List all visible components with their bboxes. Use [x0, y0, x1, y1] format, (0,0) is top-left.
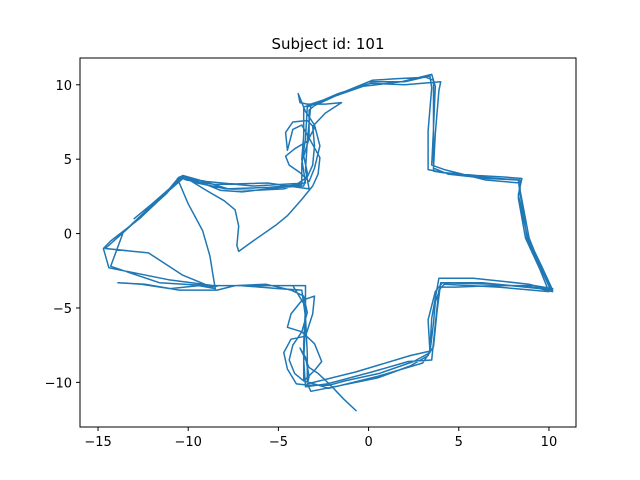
y-tick-label: 5: [64, 153, 72, 168]
y-tick-label: −10: [45, 376, 72, 391]
x-tick-label: 10: [541, 435, 558, 450]
y-tick-label: 10: [55, 79, 72, 94]
y-tick-label: 0: [64, 228, 72, 243]
x-tick-label: −10: [174, 435, 201, 450]
y-tick-label: −5: [53, 302, 72, 317]
plot-frame: [79, 57, 577, 428]
plot-layer: [102, 73, 554, 412]
x-tick-label: 5: [455, 435, 463, 450]
axis-layer: −15 −10 −5 0 5 10 −10 −5 0 5 10: [45, 57, 577, 450]
x-tick-label: −15: [84, 435, 111, 450]
series-line-0: [102, 73, 554, 412]
chart-title: Subject id: 101: [272, 35, 385, 53]
x-tick-label: −5: [269, 435, 288, 450]
x-tick-label: 0: [364, 435, 372, 450]
